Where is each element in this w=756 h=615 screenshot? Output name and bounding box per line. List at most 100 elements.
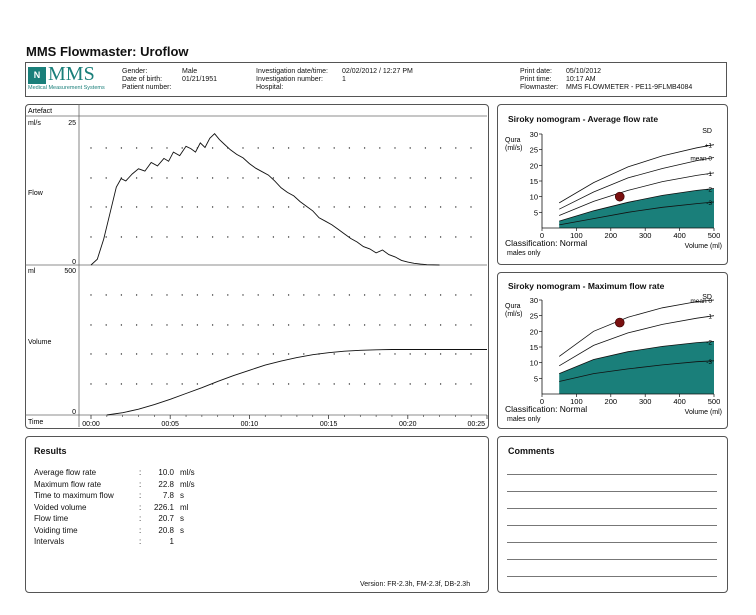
grid-dot xyxy=(348,353,351,355)
grid-dot xyxy=(424,147,427,149)
grid-dot xyxy=(242,383,244,385)
flow-curve xyxy=(90,133,440,266)
y-axis-unit: (ml/s) xyxy=(505,311,523,318)
grid-dot xyxy=(120,236,123,238)
grid-dot xyxy=(303,383,305,385)
sd-curve-label: mean 0 xyxy=(690,156,712,163)
comment-line[interactable] xyxy=(507,508,717,509)
y-tick-label: 30 xyxy=(530,130,538,139)
grid-dot xyxy=(227,236,229,238)
x-tick-label: 200 xyxy=(605,397,618,406)
result-label: Time to maximum flow xyxy=(34,491,114,500)
time-tick-label: 00:25 xyxy=(467,421,485,428)
grid-dot xyxy=(363,324,366,326)
x-tick-label: 300 xyxy=(639,397,652,406)
grid-dot xyxy=(363,206,366,208)
comment-line[interactable] xyxy=(507,491,717,492)
grid-dot xyxy=(181,353,183,355)
sd-curve--3 xyxy=(559,360,715,382)
grid-dot xyxy=(318,177,320,179)
grid-dot xyxy=(196,236,199,238)
page-title: MMS Flowmaster: Uroflow xyxy=(26,44,189,59)
nomogram-average-chart: +1 mean 0 -1 -2 -3 0 100 200 300 400 500 5 10 15 20 25 3… xyxy=(505,128,722,257)
x-tick-label: 100 xyxy=(570,231,583,240)
grid-dot xyxy=(333,294,335,296)
grid-dot xyxy=(272,324,275,326)
grid-dot xyxy=(242,324,244,326)
grid-dot xyxy=(439,294,442,296)
grid-dot xyxy=(287,383,290,385)
grid-dot xyxy=(257,236,259,238)
grid-dot xyxy=(424,294,427,296)
grid-dot xyxy=(470,324,472,326)
volume-max-label: 500 xyxy=(64,268,76,275)
grid-dot xyxy=(363,383,366,385)
y-tick-label: 5 xyxy=(534,374,538,383)
sd-curve--3 xyxy=(559,201,715,226)
dot-grid xyxy=(90,147,472,385)
time-tick-label: 00:05 xyxy=(161,421,179,428)
grid-dot xyxy=(242,206,244,208)
grid-dot xyxy=(227,324,229,326)
sd-curve-label: -3 xyxy=(706,359,712,366)
time-axis: 00:00 00:05 00:10 00:15 00:20 00:25 xyxy=(82,415,488,428)
volume-zero-label: 0 xyxy=(72,409,76,416)
grid-dot xyxy=(242,147,244,149)
grid-dot xyxy=(272,147,275,149)
comment-line[interactable] xyxy=(507,525,717,526)
grid-dot xyxy=(394,324,396,326)
grid-dot xyxy=(424,236,427,238)
grid-dot xyxy=(318,147,320,149)
comment-line[interactable] xyxy=(507,576,717,577)
grid-dot xyxy=(318,383,320,385)
grid-dot xyxy=(211,206,214,208)
result-label: Flow time xyxy=(34,514,69,523)
grid-dot xyxy=(455,294,457,296)
grid-dot xyxy=(166,177,168,179)
comments-panel xyxy=(497,436,728,593)
grid-dot xyxy=(181,236,183,238)
patient-number-label: Patient number: xyxy=(122,84,172,91)
result-label: Maximum flow rate xyxy=(34,479,102,489)
result-value: 226.1 xyxy=(153,502,174,512)
comment-line[interactable] xyxy=(507,474,717,475)
grid-dot xyxy=(166,383,168,385)
result-value: 10.0 xyxy=(158,468,174,477)
x-axis-label: Volume (ml) xyxy=(685,409,722,416)
comment-line[interactable] xyxy=(507,542,717,543)
sd-curve-0 xyxy=(558,299,715,357)
grid-dot xyxy=(90,294,92,296)
grid-dot xyxy=(257,147,259,149)
grid-dot xyxy=(166,324,168,326)
grid-dot xyxy=(135,324,138,326)
mms-logo: N MMS Medical Measurement Systems xyxy=(28,63,106,93)
flowmaster-value: MMS FLOWMETER - PE11-9FLMB4084 xyxy=(566,84,693,91)
grid-dot xyxy=(394,177,396,179)
grid-dot xyxy=(287,324,290,326)
y-axis-label: Qura xyxy=(505,303,521,310)
grid-dot xyxy=(227,294,229,296)
comment-line[interactable] xyxy=(507,559,717,560)
x-tick-label: 0 xyxy=(540,397,544,406)
grid-dot xyxy=(105,353,107,355)
grid-dot xyxy=(455,147,457,149)
logo-mark-icon: N xyxy=(28,67,46,84)
grid-dot xyxy=(135,353,138,355)
y-tick-label: 20 xyxy=(530,161,538,170)
grid-dot xyxy=(166,294,168,296)
y-axis-label: Qura xyxy=(505,137,521,144)
sd-curve--2 xyxy=(559,341,715,374)
grid-dot xyxy=(394,294,396,296)
grid-dot xyxy=(105,383,107,385)
x-tick-label: 100 xyxy=(570,397,583,406)
sd-curve-label: -1 xyxy=(706,314,712,321)
grid-dot xyxy=(333,206,335,208)
investigation-date-label: Investigation date/time: xyxy=(256,68,328,75)
grid-dot xyxy=(151,324,153,326)
volume-axis-label: Volume xyxy=(28,339,51,346)
grid-dot xyxy=(227,353,229,355)
patient-point xyxy=(614,317,625,328)
grid-dot xyxy=(470,206,472,208)
result-colon: : xyxy=(139,491,142,500)
result-unit: s xyxy=(180,491,184,500)
